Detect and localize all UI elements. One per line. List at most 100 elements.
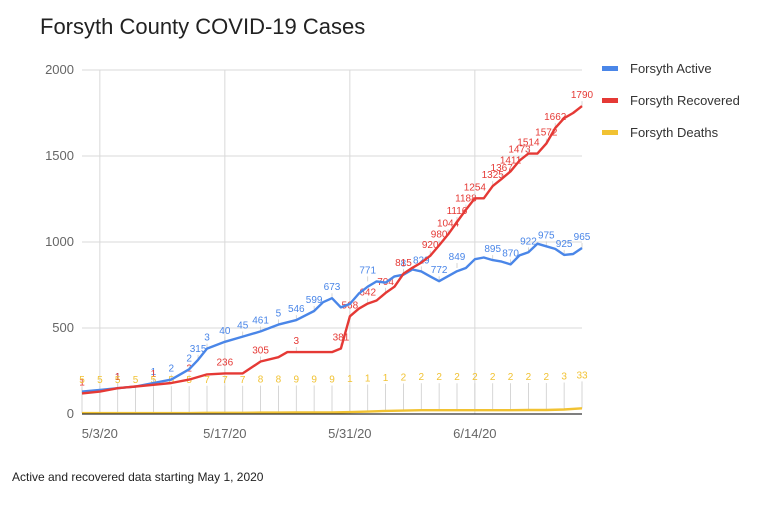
data-label: 2 <box>169 364 175 375</box>
chart-title: Forsyth County COVID-19 Cases <box>40 14 366 39</box>
legend: Forsyth Active Forsyth Recovered Forsyth D… <box>602 61 740 140</box>
data-label: 3 <box>561 372 567 383</box>
data-label: 2 <box>544 372 550 383</box>
data-label: 829 <box>413 255 430 266</box>
y-tick-label: 1000 <box>45 234 74 249</box>
data-label: 3 <box>204 333 210 344</box>
data-label: 45 <box>237 321 249 332</box>
data-label: 895 <box>484 244 501 255</box>
data-label: 673 <box>324 282 341 293</box>
y-tick-label: 500 <box>52 320 74 335</box>
series-line-forsyth-recovered <box>81 105 583 395</box>
legend-swatch <box>602 98 618 103</box>
legend-label: Forsyth Deaths <box>630 125 719 140</box>
data-label: 5 <box>79 375 85 386</box>
data-label: 381 <box>333 332 350 343</box>
x-tick-label: 5/17/20 <box>203 426 246 441</box>
data-label: 7 <box>240 375 246 386</box>
data-label: 849 <box>449 252 466 263</box>
data-label: 771 <box>359 265 376 276</box>
data-label: 1 <box>347 374 353 385</box>
data-label: 599 <box>306 295 323 306</box>
data-label: 9 <box>329 374 335 385</box>
series-lines <box>81 105 583 415</box>
data-label: 920 <box>422 240 439 251</box>
data-label: 980 <box>431 229 448 240</box>
legend-label: Forsyth Active <box>630 61 712 76</box>
data-label: 1 <box>151 367 157 378</box>
series-line-forsyth-active <box>81 242 583 393</box>
data-label: 8 <box>258 375 264 386</box>
legend-swatch <box>602 66 618 71</box>
data-label: 33 <box>576 370 588 381</box>
data-label: 975 <box>538 230 555 241</box>
data-label: 8 <box>401 259 407 270</box>
data-label: 1662 <box>544 112 567 123</box>
data-label: 1188 <box>455 194 477 205</box>
gridlines <box>82 69 582 414</box>
data-label: 2 <box>436 372 442 383</box>
data-label: 1 <box>115 372 121 383</box>
data-label: 1254 <box>464 182 487 193</box>
data-label: 642 <box>359 288 376 299</box>
data-label: 1411 <box>500 155 522 166</box>
data-label: 925 <box>556 239 573 250</box>
data-label: 305 <box>252 346 269 357</box>
data-label: 40 <box>219 326 231 337</box>
data-label: 1 <box>383 373 389 384</box>
data-label: 5 <box>151 375 157 386</box>
data-label: 2 <box>472 372 478 383</box>
data-label: 2 <box>401 373 407 384</box>
data-label: 1367 <box>491 163 514 174</box>
data-label: 315 <box>190 344 207 355</box>
legend-label: Forsyth Recovered <box>630 93 740 108</box>
data-label: 870 <box>502 248 519 259</box>
data-label: 2 <box>526 372 532 383</box>
data-label: 236 <box>217 357 234 368</box>
data-label: 5 <box>276 309 282 320</box>
data-label: 5 <box>133 375 139 386</box>
x-tick-label: 6/14/20 <box>453 426 496 441</box>
x-tick-label: 5/31/20 <box>328 426 371 441</box>
series-line-forsyth-deaths <box>82 407 583 415</box>
data-label: 568 <box>342 300 359 311</box>
data-label: 1 <box>79 377 85 388</box>
data-label: 1473 <box>508 145 531 156</box>
data-label: 8 <box>276 375 282 386</box>
data-label: 9 <box>294 374 300 385</box>
data-label: 965 <box>574 232 591 243</box>
data-label: 922 <box>520 236 537 247</box>
data-label: 2 <box>186 353 192 364</box>
data-label: 461 <box>252 315 269 326</box>
data-label: 7 <box>222 375 228 386</box>
data-label: 2 <box>454 372 460 383</box>
data-label: 546 <box>288 304 305 315</box>
data-label: 3 <box>294 336 300 347</box>
legend-swatch <box>602 130 618 135</box>
data-label: 1514 <box>517 138 540 149</box>
data-label: 1116 <box>447 206 468 217</box>
data-label: 815 <box>395 258 412 269</box>
x-tick-label: 5/3/20 <box>82 426 118 441</box>
data-label: 1790 <box>571 90 594 101</box>
data-label: 2 <box>419 372 425 383</box>
data-label: 1 <box>115 372 121 383</box>
y-tick-label: 1500 <box>45 148 74 163</box>
data-label: 1 <box>365 374 371 385</box>
data-label: 1044 <box>437 218 460 229</box>
data-label: 2 <box>508 372 514 383</box>
data-label: 5 <box>115 375 121 386</box>
data-label: 2 <box>490 372 496 383</box>
data-label: 772 <box>431 265 448 276</box>
footnote: Active and recovered data starting May 1… <box>12 470 264 484</box>
axes: 0 500 1000 1500 2000 5/3/20 5/17/20 5/31/20 6/14… <box>45 62 582 441</box>
data-label: 1 <box>151 369 157 380</box>
data-label: 1325 <box>482 170 505 181</box>
data-label: 1572 <box>535 128 558 139</box>
data-label: 7 <box>204 375 210 386</box>
y-tick-label: 0 <box>67 406 74 421</box>
data-label: 9 <box>311 374 317 385</box>
y-tick-label: 2000 <box>45 62 74 77</box>
